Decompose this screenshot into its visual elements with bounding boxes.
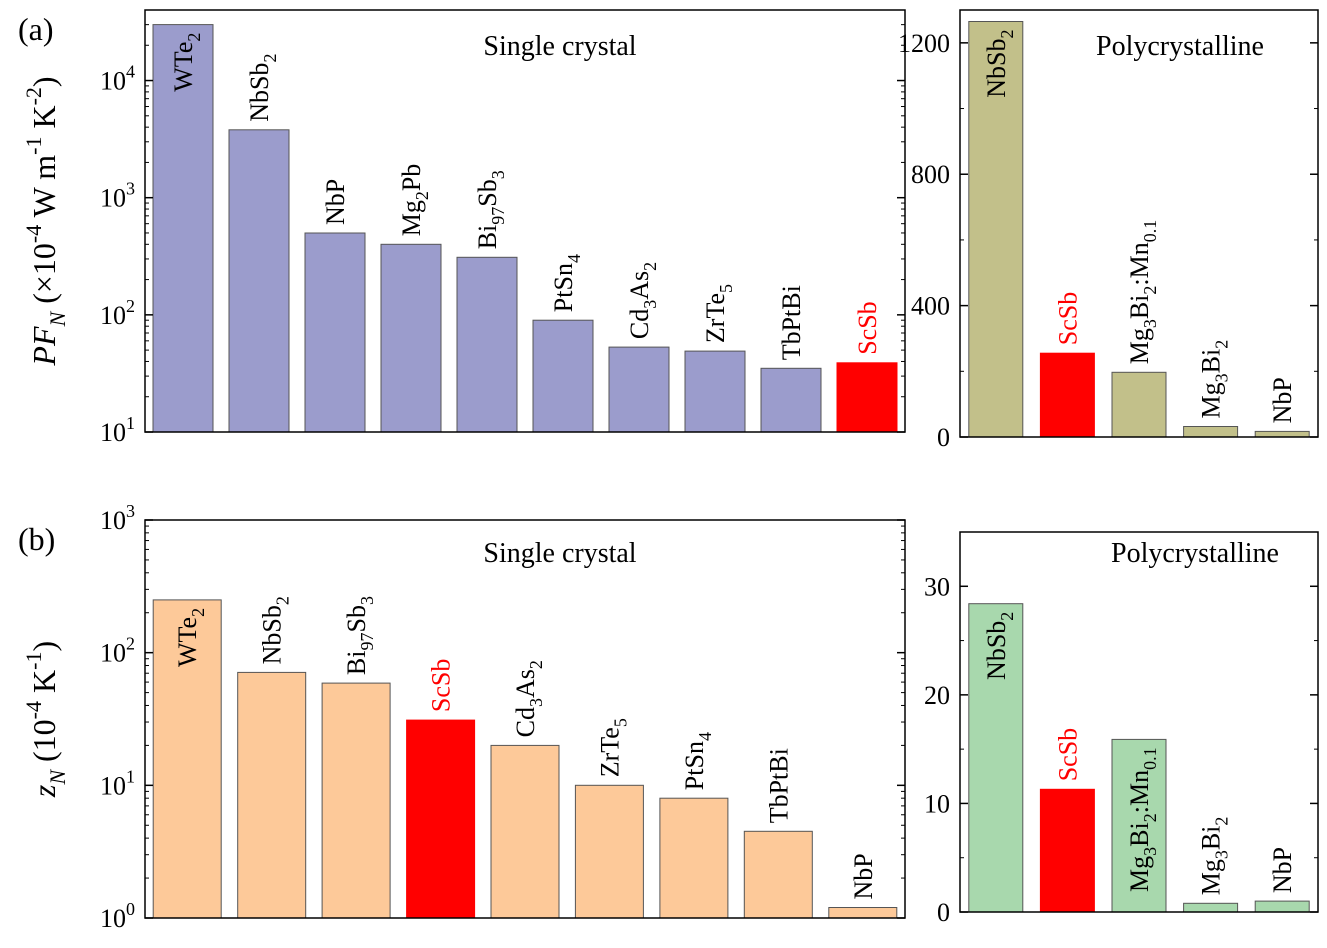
bar-label-b-single-8: NbP bbox=[849, 853, 878, 899]
chart-title-b-poly: Polycrystalline bbox=[1111, 538, 1279, 569]
chart-title-b-single: Single crystal bbox=[483, 538, 636, 569]
bar-label-a-single-4: Bi97Sb3 bbox=[473, 170, 508, 249]
bar-b-single-7 bbox=[743, 830, 813, 919]
bar-label-a-single-1: NbSb2 bbox=[245, 54, 280, 122]
bar-a-poly-1 bbox=[1039, 352, 1095, 438]
bar-a-single-6 bbox=[608, 346, 670, 433]
tick-label-a-poly-0: 0 bbox=[937, 423, 950, 452]
chart-a-single: WTe2 NbSb2 NbP Mg2Pb Bi97Sb3 PtSn4 Cd3As2 ZrTe5… bbox=[18, 9, 906, 447]
bar-b-single-6 bbox=[659, 797, 729, 919]
chart-title-a-poly: Polycrystalline bbox=[1096, 31, 1264, 62]
tick-label-b-poly-1: 10 bbox=[924, 789, 950, 818]
bar-a-poly-2 bbox=[1111, 371, 1167, 438]
panel-label-b-single: (b) bbox=[18, 521, 55, 557]
tick-label-a-poly-2: 800 bbox=[911, 160, 950, 189]
bar-a-single-3 bbox=[380, 243, 442, 433]
bar-a-single-5 bbox=[532, 319, 594, 433]
bar-b-poly-3 bbox=[1183, 902, 1239, 913]
bar-label-b-single-0: WTe2 bbox=[173, 608, 208, 667]
bar-label-a-single-6: Cd3As2 bbox=[625, 262, 660, 339]
bar-label-b-single-3: ScSb bbox=[427, 659, 456, 712]
bar-b-single-1 bbox=[237, 671, 307, 919]
tick-label-b-poly-3: 30 bbox=[924, 572, 950, 601]
panel-label-a-single: (a) bbox=[18, 11, 54, 47]
bar-label-a-single-3: Mg2Pb bbox=[397, 164, 432, 237]
bar-a-single-7 bbox=[684, 350, 746, 433]
tick-label-a-single-2: 103 bbox=[100, 179, 135, 213]
bar-a-single-0 bbox=[152, 24, 214, 433]
bar-b-single-4 bbox=[490, 744, 560, 919]
bar-a-single-8 bbox=[760, 367, 822, 433]
bar-label-a-single-5: PtSn4 bbox=[549, 254, 584, 312]
bar-b-single-0 bbox=[152, 599, 222, 919]
plot-frame-a-single bbox=[144, 9, 906, 433]
chart-b-single: WTe2 NbSb2 Bi97Sb3 ScSb Cd3As2 ZrTe5 PtSn4 TbPt… bbox=[18, 501, 906, 933]
bar-label-a-single-9: ScSb bbox=[853, 301, 882, 354]
bar-label-a-poly-4: NbP bbox=[1268, 377, 1297, 423]
bar-a-poly-0 bbox=[968, 21, 1024, 438]
chart-b-poly: NbSb2 ScSb Mg3Bi2:Mn0.1 Mg3Bi2 NbP 0 10 20 30 Pol… bbox=[924, 531, 1319, 927]
bar-label-a-single-7: ZrTe5 bbox=[701, 284, 736, 343]
bar-a-poly-4 bbox=[1254, 430, 1310, 438]
tick-label-b-poly-2: 20 bbox=[924, 681, 950, 710]
bar-label-a-single-0: WTe2 bbox=[169, 33, 204, 92]
bar-a-poly-3 bbox=[1183, 426, 1239, 438]
tick-label-b-single-2: 102 bbox=[100, 634, 135, 668]
plot-frame-b-single bbox=[144, 519, 906, 919]
bar-label-b-poly-4: NbP bbox=[1268, 847, 1297, 893]
chart-title-a-single: Single crystal bbox=[483, 31, 636, 62]
plot-frame-b-poly bbox=[959, 531, 1319, 913]
bar-a-single-9 bbox=[836, 362, 898, 433]
bar-b-poly-4 bbox=[1254, 900, 1310, 913]
tick-label-a-single-3: 104 bbox=[100, 62, 135, 96]
bar-label-b-single-5: ZrTe5 bbox=[595, 718, 630, 777]
tick-label-a-single-0: 101 bbox=[100, 413, 135, 447]
bar-b-poly-1 bbox=[1039, 788, 1095, 913]
bar-b-single-2 bbox=[321, 682, 391, 919]
bar-label-a-poly-1: ScSb bbox=[1053, 292, 1082, 345]
tick-label-b-single-3: 103 bbox=[100, 501, 135, 535]
tick-label-b-single-0: 100 bbox=[100, 899, 135, 933]
bar-label-b-single-7: TbPtBi bbox=[764, 748, 793, 823]
bar-label-a-single-2: NbP bbox=[321, 179, 350, 225]
bar-a-single-1 bbox=[228, 129, 290, 433]
bar-label-b-poly-2: Mg3Bi2:Mn0.1 bbox=[1125, 747, 1160, 892]
bar-b-single-8 bbox=[828, 907, 898, 919]
tick-label-a-poly-3: 1200 bbox=[898, 29, 950, 58]
y-axis-label-b-single: zN (10-4 K-1) bbox=[21, 641, 70, 798]
bar-label-b-poly-3: Mg3Bi2 bbox=[1197, 817, 1232, 896]
bar-label-a-poly-3: Mg3Bi2 bbox=[1197, 340, 1232, 419]
bar-label-b-poly-0: NbSb2 bbox=[982, 612, 1017, 680]
tick-label-a-poly-1: 400 bbox=[911, 292, 950, 321]
bar-label-b-single-6: PtSn4 bbox=[680, 732, 715, 790]
bar-a-single-2 bbox=[304, 232, 366, 433]
bar-label-b-poly-1: ScSb bbox=[1053, 728, 1082, 781]
bar-label-b-single-1: NbSb2 bbox=[258, 596, 293, 664]
bar-label-a-single-8: TbPtBi bbox=[777, 285, 806, 360]
bar-b-single-3 bbox=[406, 719, 476, 919]
y-axis-label-a-single: PFN (×10-4 W m-1 K-2) bbox=[21, 76, 70, 366]
bar-b-single-5 bbox=[574, 784, 644, 919]
tick-label-b-poly-0: 0 bbox=[937, 898, 950, 927]
tick-label-a-single-1: 102 bbox=[100, 296, 135, 330]
chart-a-poly: NbSb2 ScSb Mg3Bi2:Mn0.1 Mg3Bi2 NbP 0 400 800 120… bbox=[898, 9, 1319, 452]
bar-label-b-single-4: Cd3As2 bbox=[511, 660, 546, 737]
bar-label-b-single-2: Bi97Sb3 bbox=[342, 596, 377, 675]
bar-a-single-4 bbox=[456, 256, 518, 433]
plot-frame-a-poly bbox=[959, 9, 1319, 438]
tick-label-b-single-1: 101 bbox=[100, 766, 135, 800]
bar-label-a-poly-0: NbSb2 bbox=[982, 30, 1017, 98]
bar-label-a-poly-2: Mg3Bi2:Mn0.1 bbox=[1125, 220, 1160, 365]
